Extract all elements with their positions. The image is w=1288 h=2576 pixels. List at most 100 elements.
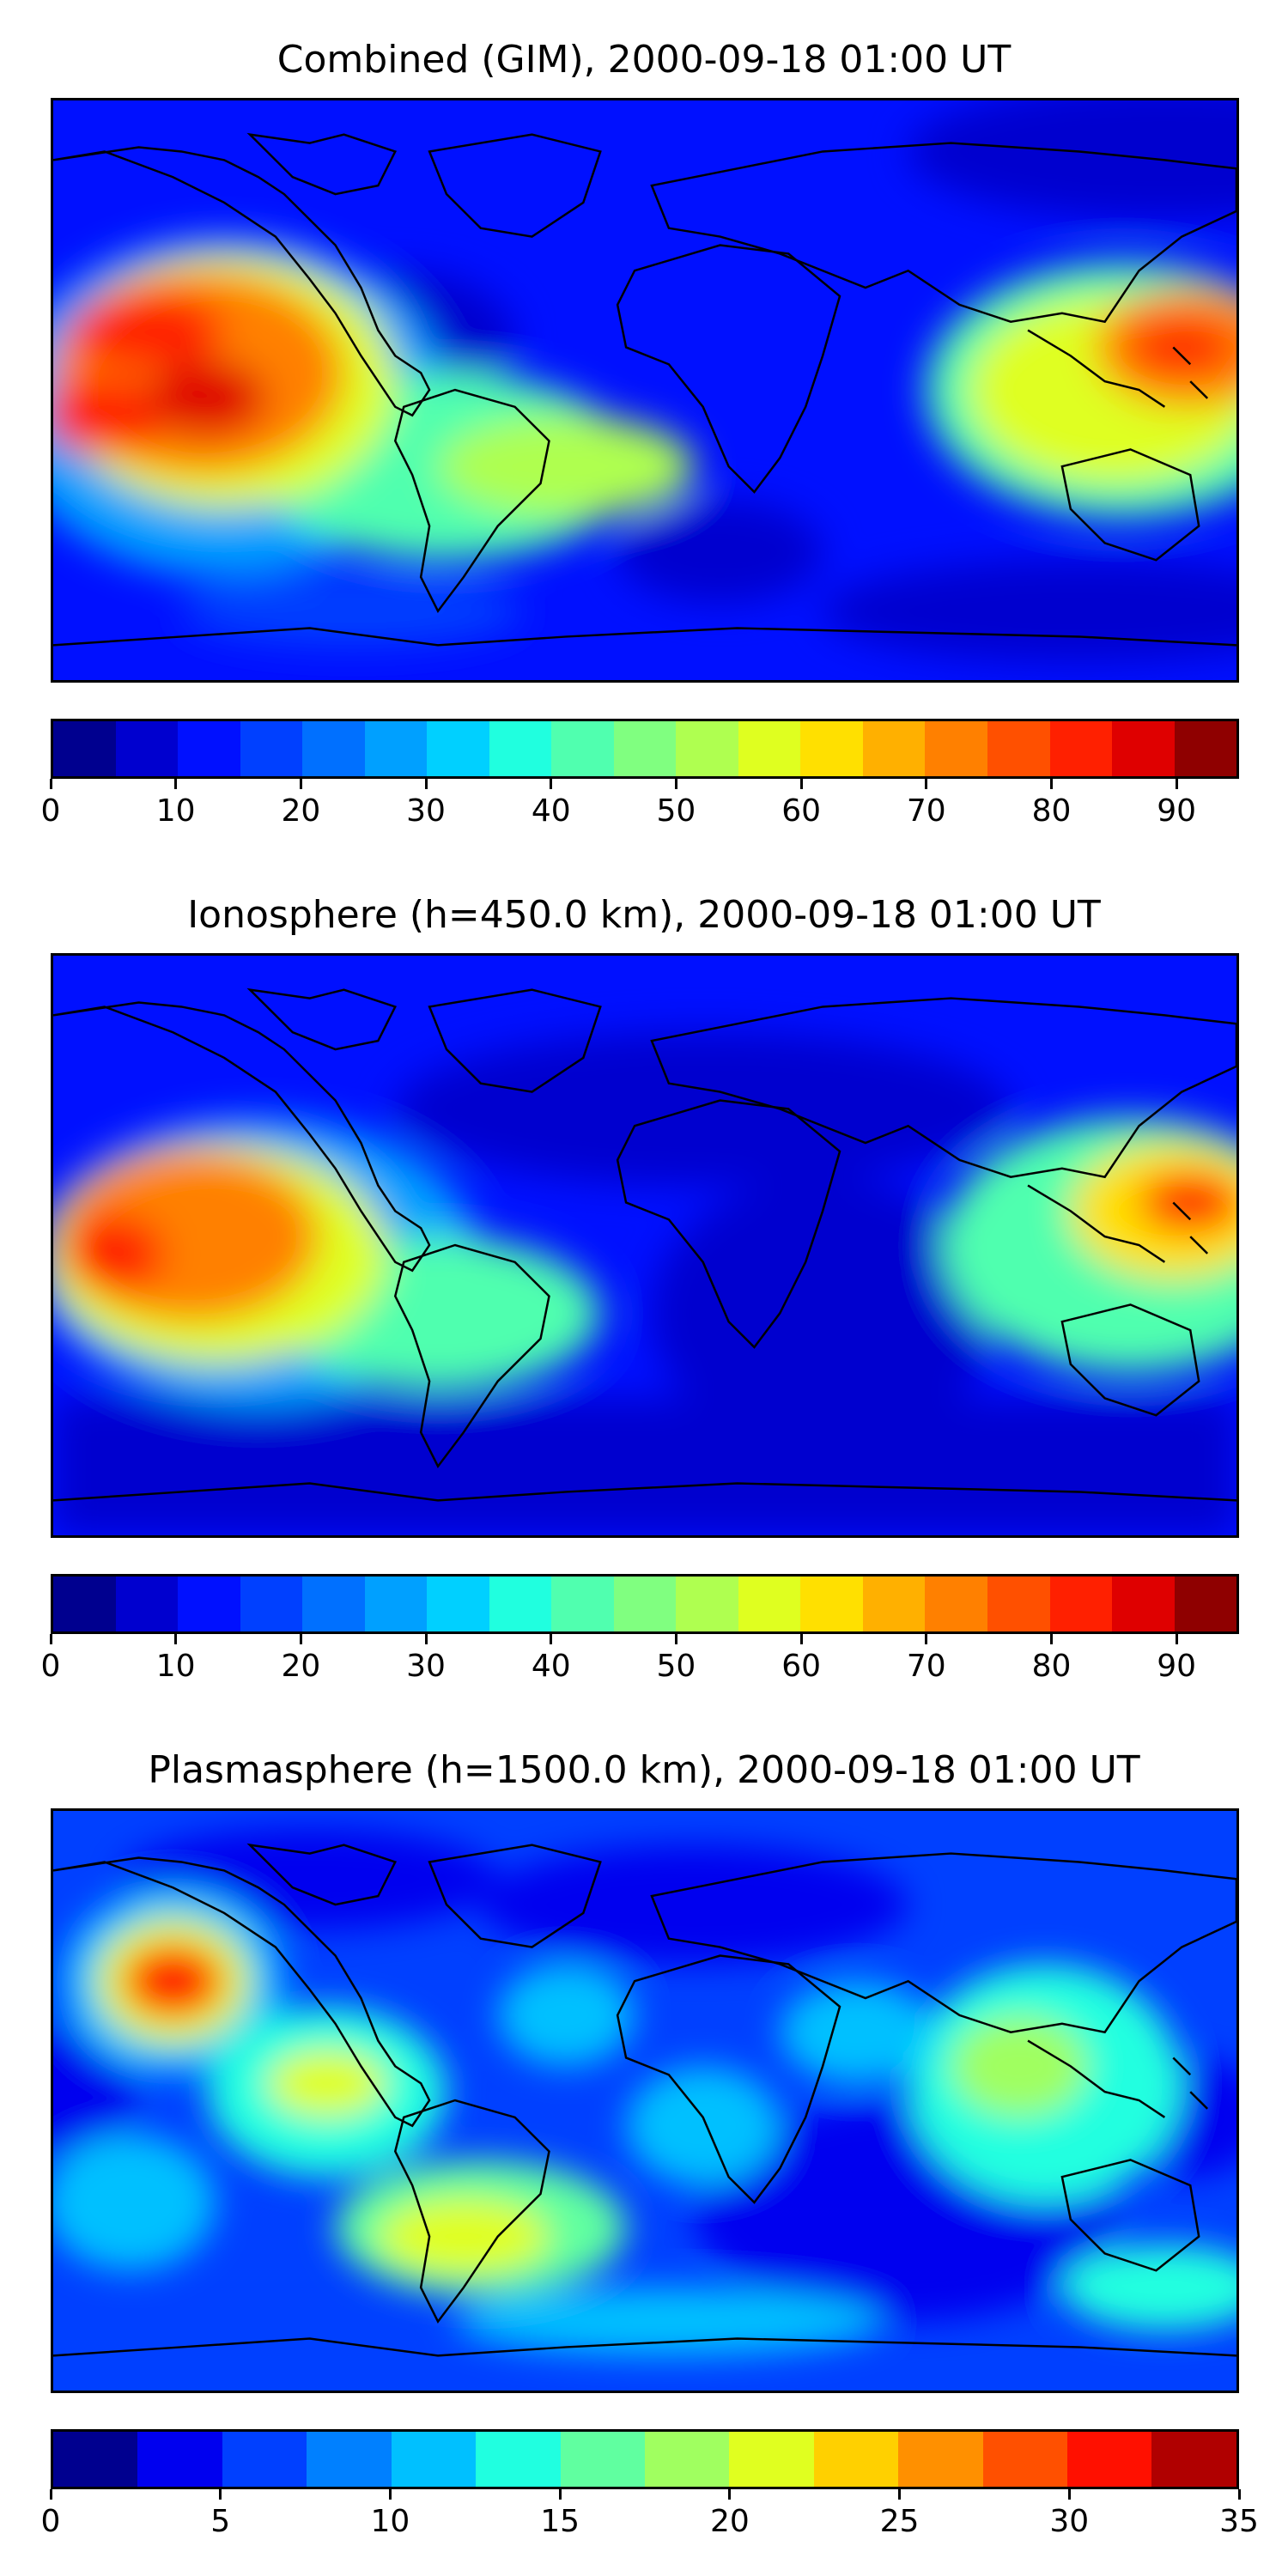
colorbar-tick-label: 30 bbox=[406, 793, 446, 829]
colorbar-tick-mark bbox=[174, 779, 178, 789]
colorbar-tick-mark bbox=[219, 2489, 222, 2500]
colorbar-tick-mark bbox=[674, 779, 677, 789]
colorbar-segment bbox=[813, 2432, 899, 2487]
colorbar-segment bbox=[676, 1577, 738, 1631]
colorbar-segment bbox=[925, 1577, 987, 1631]
colorbar-tick-mark bbox=[1049, 1634, 1053, 1644]
colorbar-segment bbox=[925, 721, 987, 776]
panel-2-coastlines bbox=[53, 987, 1236, 1502]
panel-1-map bbox=[51, 98, 1239, 683]
colorbar-segment bbox=[551, 1577, 614, 1631]
colorbar-segment bbox=[115, 721, 179, 776]
colorbar-tick-label: 60 bbox=[781, 793, 821, 829]
colorbar-tick-mark bbox=[299, 1634, 302, 1644]
colorbar-segment bbox=[1174, 1577, 1237, 1631]
colorbar-tick-mark bbox=[1237, 2489, 1241, 2500]
colorbar-tick-label: 90 bbox=[1157, 793, 1197, 829]
colorbar-segment bbox=[364, 721, 428, 776]
colorbar-segment bbox=[240, 721, 303, 776]
colorbar-segment bbox=[729, 2432, 814, 2487]
colorbar-tick-label: 15 bbox=[540, 2504, 580, 2539]
colorbar-tick-label: 70 bbox=[906, 793, 946, 829]
colorbar-segment bbox=[862, 1577, 926, 1631]
colorbar-tick-mark bbox=[925, 779, 928, 789]
panel-1-colorbar-ticks: 0 10 20 30 40 50 60 70 80 90 bbox=[41, 779, 1239, 830]
panel-1-title: Combined (GIM), 2000-09-18 01:00 UT bbox=[276, 38, 1012, 82]
colorbar-segment bbox=[240, 1577, 303, 1631]
colorbar-segment bbox=[364, 1577, 428, 1631]
panel-2-colorbar-ticks: 0 10 20 30 40 50 60 70 80 90 bbox=[41, 1634, 1239, 1686]
panel-3-map-svg bbox=[53, 1811, 1236, 2391]
colorbar-segment bbox=[302, 1577, 365, 1631]
colorbar-segment bbox=[1112, 721, 1175, 776]
colorbar-segment bbox=[53, 2432, 138, 2487]
colorbar-tick-mark bbox=[424, 1634, 428, 1644]
colorbar-tick-mark bbox=[550, 1634, 553, 1644]
panel-1-coastlines bbox=[53, 132, 1236, 647]
colorbar-tick-mark bbox=[49, 779, 52, 789]
colorbar-segment bbox=[137, 2432, 222, 2487]
colorbar-segment bbox=[551, 721, 614, 776]
colorbar-tick-mark bbox=[550, 779, 553, 789]
colorbar-tick-mark bbox=[799, 779, 803, 789]
colorbar-segment bbox=[800, 721, 863, 776]
colorbar-segment bbox=[987, 721, 1050, 776]
colorbar-tick-mark bbox=[925, 1634, 928, 1644]
colorbar-segment bbox=[489, 1577, 552, 1631]
colorbar-tick-label: 60 bbox=[781, 1649, 821, 1684]
panel-2-map bbox=[51, 953, 1239, 1538]
colorbar-segment bbox=[427, 721, 489, 776]
colorbar-tick-mark bbox=[49, 2489, 52, 2500]
panel-3-colorbar bbox=[51, 2429, 1239, 2489]
colorbar-tick-mark bbox=[1049, 779, 1053, 789]
colorbar-tick-label: 20 bbox=[281, 793, 321, 829]
colorbar-segment bbox=[53, 721, 116, 776]
colorbar-tick-mark bbox=[1067, 2489, 1071, 2500]
colorbar-tick-label: 0 bbox=[40, 1649, 61, 1684]
panel-2-title: Ionosphere (h=450.0 km), 2000-09-18 01:0… bbox=[187, 893, 1101, 937]
colorbar-segment bbox=[987, 1577, 1050, 1631]
panel-3-coastlines bbox=[53, 1843, 1236, 2357]
colorbar-segment bbox=[476, 2432, 561, 2487]
colorbar-segment bbox=[178, 1577, 240, 1631]
colorbar-tick-label: 0 bbox=[40, 2504, 61, 2539]
colorbar-segment bbox=[1067, 2432, 1152, 2487]
colorbar-segment bbox=[738, 721, 801, 776]
colorbar-tick-mark bbox=[1175, 1634, 1178, 1644]
colorbar-segment bbox=[222, 2432, 307, 2487]
colorbar-tick-label: 0 bbox=[40, 793, 61, 829]
colorbar-tick-label: 80 bbox=[1031, 793, 1072, 829]
colorbar-tick-mark bbox=[799, 1634, 803, 1644]
colorbar-segment bbox=[1049, 721, 1113, 776]
colorbar-segment bbox=[489, 721, 552, 776]
colorbar-segment bbox=[560, 2432, 645, 2487]
colorbar-segment bbox=[982, 2432, 1068, 2487]
panel-2-map-svg bbox=[53, 956, 1236, 1535]
colorbar-segment bbox=[613, 721, 677, 776]
panel-1-colorbar bbox=[51, 719, 1239, 779]
colorbar-tick-label: 30 bbox=[1049, 2504, 1090, 2539]
colorbar-tick-mark bbox=[728, 2489, 732, 2500]
colorbar-tick-mark bbox=[174, 1634, 178, 1644]
colorbar-tick-mark bbox=[558, 2489, 562, 2500]
colorbar-tick-label: 80 bbox=[1031, 1649, 1072, 1684]
colorbar-tick-label: 35 bbox=[1219, 2504, 1259, 2539]
colorbar-tick-label: 10 bbox=[370, 2504, 410, 2539]
colorbar-tick-mark bbox=[49, 1634, 52, 1644]
colorbar-segment bbox=[1112, 1577, 1175, 1631]
colorbar-segment bbox=[427, 1577, 489, 1631]
colorbar-tick-label: 70 bbox=[906, 1649, 946, 1684]
panel-3-map bbox=[51, 1808, 1239, 2393]
colorbar-tick-label: 50 bbox=[656, 1649, 696, 1684]
colorbar-segment bbox=[178, 721, 240, 776]
colorbar-segment bbox=[613, 1577, 677, 1631]
colorbar-segment bbox=[115, 1577, 179, 1631]
colorbar-segment bbox=[676, 721, 738, 776]
panel-3-title: Plasmasphere (h=1500.0 km), 2000-09-18 0… bbox=[148, 1748, 1140, 1792]
colorbar-segment bbox=[391, 2432, 477, 2487]
colorbar-tick-label: 40 bbox=[531, 793, 571, 829]
colorbar-tick-label: 50 bbox=[656, 793, 696, 829]
colorbar-segment bbox=[302, 721, 365, 776]
colorbar-tick-label: 5 bbox=[210, 2504, 231, 2539]
colorbar-segment bbox=[1151, 2432, 1236, 2487]
